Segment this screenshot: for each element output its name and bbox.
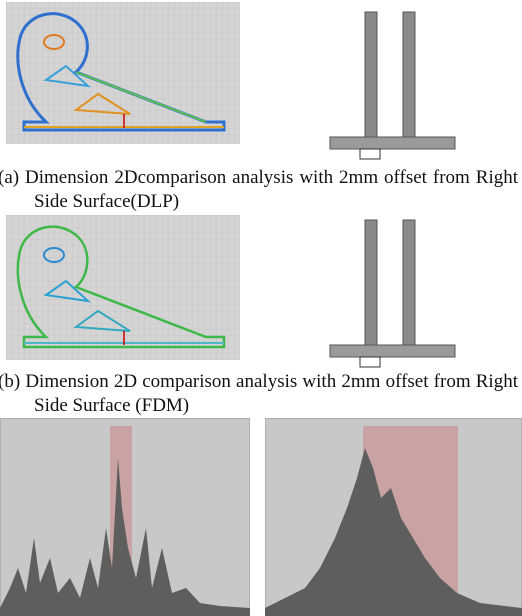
caption: (b) Dimension 2D comparison analysis wit… bbox=[0, 371, 518, 416]
part-image bbox=[329, 219, 456, 368]
caption: (a) Dimension 2Dcomparison analysis with… bbox=[0, 167, 518, 212]
histogram-image bbox=[0, 418, 250, 616]
histogram-image bbox=[265, 418, 522, 616]
outline-image bbox=[6, 2, 240, 144]
part-image bbox=[329, 11, 456, 160]
outline-image bbox=[6, 215, 240, 360]
